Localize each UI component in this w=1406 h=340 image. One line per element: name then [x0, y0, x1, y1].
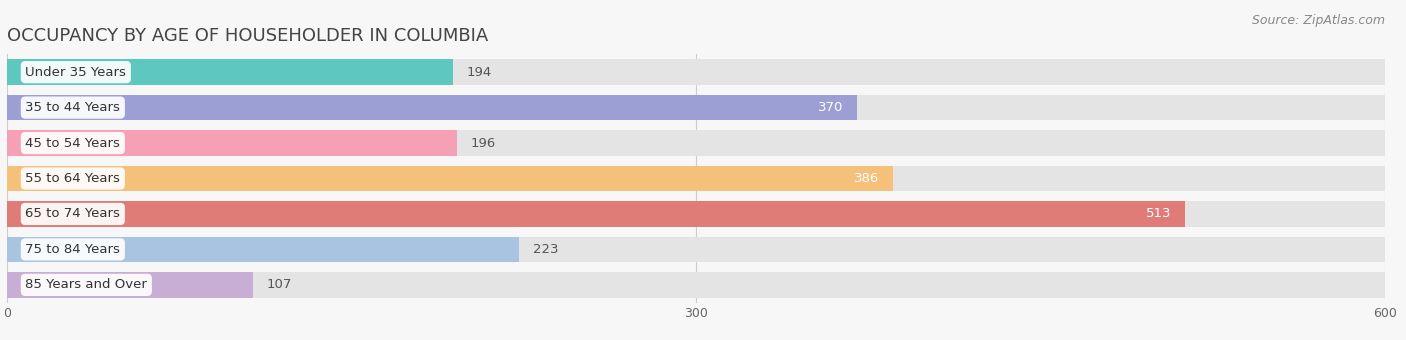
Text: Under 35 Years: Under 35 Years — [25, 66, 127, 79]
Bar — [7, 59, 1385, 85]
Bar — [7, 130, 1385, 156]
Text: 35 to 44 Years: 35 to 44 Years — [25, 101, 121, 114]
Bar — [7, 130, 457, 156]
Bar — [7, 272, 1385, 298]
Text: 75 to 84 Years: 75 to 84 Years — [25, 243, 121, 256]
Bar — [7, 166, 1385, 191]
Bar — [7, 237, 1385, 262]
Bar — [7, 272, 253, 298]
Bar — [7, 95, 1385, 120]
Text: 513: 513 — [1146, 207, 1171, 220]
Text: 45 to 54 Years: 45 to 54 Years — [25, 137, 121, 150]
Bar — [7, 95, 856, 120]
Text: 223: 223 — [533, 243, 558, 256]
Bar — [7, 166, 893, 191]
Text: Source: ZipAtlas.com: Source: ZipAtlas.com — [1251, 14, 1385, 27]
Bar — [7, 201, 1385, 227]
Text: 370: 370 — [817, 101, 844, 114]
Bar — [7, 201, 1185, 227]
Text: 65 to 74 Years: 65 to 74 Years — [25, 207, 121, 220]
Text: 194: 194 — [467, 66, 492, 79]
Text: 196: 196 — [471, 137, 496, 150]
Bar — [7, 237, 519, 262]
Text: 55 to 64 Years: 55 to 64 Years — [25, 172, 121, 185]
Text: 107: 107 — [267, 278, 292, 291]
Text: 85 Years and Over: 85 Years and Over — [25, 278, 148, 291]
Bar — [7, 59, 453, 85]
Text: 386: 386 — [855, 172, 880, 185]
Text: OCCUPANCY BY AGE OF HOUSEHOLDER IN COLUMBIA: OCCUPANCY BY AGE OF HOUSEHOLDER IN COLUM… — [7, 27, 488, 45]
